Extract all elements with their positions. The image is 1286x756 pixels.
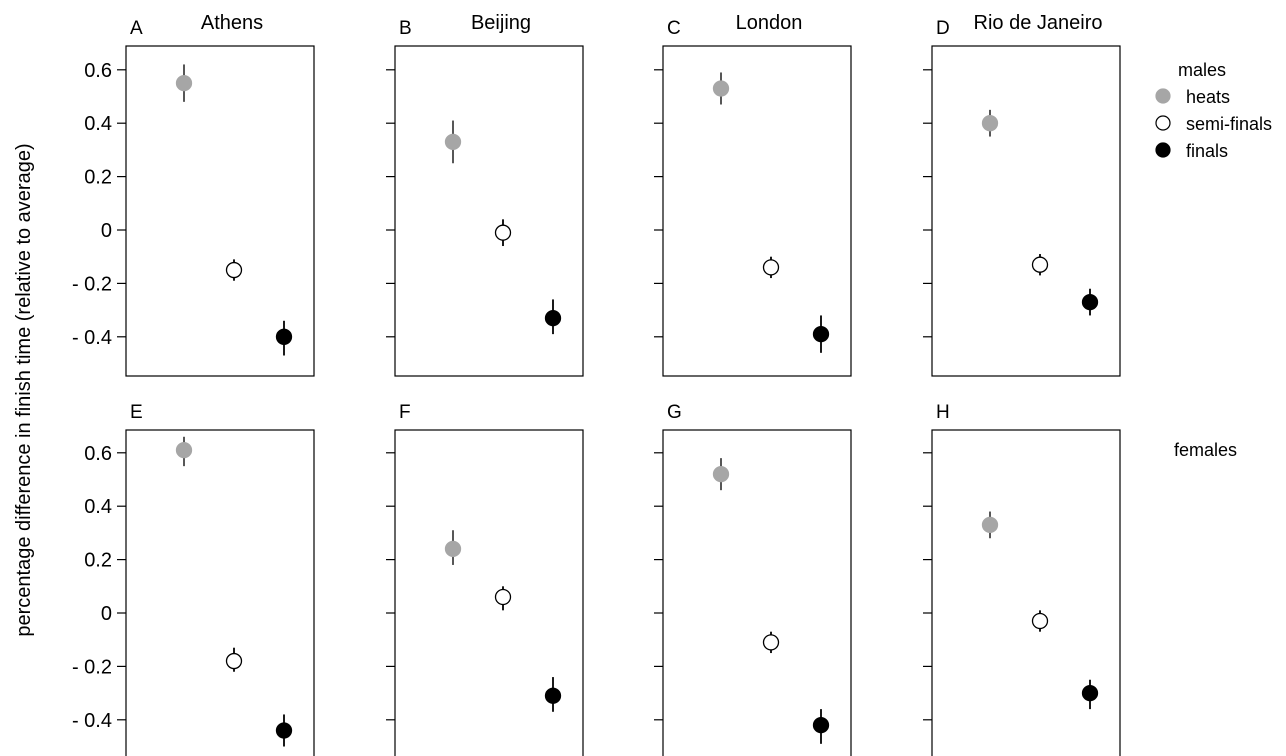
y-axis-label: percentage difference in finish time (re… (13, 143, 35, 636)
heats-point (981, 516, 999, 534)
panel-letter: E (130, 402, 143, 423)
finals-legend-marker (1155, 142, 1171, 158)
y-tick-label: 0.2 (84, 167, 112, 189)
y-tick-label: 0 (101, 220, 112, 242)
finals-point (275, 722, 293, 739)
panels: 0.6 0.4 0.2 0 - 0.2 - 0.4 A Athens B Beijing C Lond… (72, 12, 1121, 756)
panel-title: Rio de Janeiro (974, 12, 1103, 34)
semi-finals-point (762, 259, 780, 276)
y-tick-label: 0.2 (84, 550, 112, 572)
finals-point (1081, 293, 1099, 311)
legend: males heats semi-finals finals females (1155, 60, 1272, 460)
panel-frame (125, 45, 315, 377)
finals-point (544, 687, 562, 704)
y-tick-label: 0.4 (84, 113, 112, 135)
heats-point (444, 540, 462, 558)
semi-finals-point (225, 261, 243, 279)
y-tick-label: 0.6 (84, 443, 112, 465)
panel-letter: D (936, 18, 950, 39)
y-tick-label: 0.4 (84, 496, 112, 518)
panel-letter: C (667, 18, 681, 39)
y-tick-label: 0 (101, 603, 112, 625)
row-label-females: females (1174, 440, 1237, 460)
y-tick-label: - 0.4 (72, 710, 112, 732)
y-tick-label: - 0.4 (72, 327, 112, 349)
panel-frame (931, 429, 1121, 756)
panel-letter: G (667, 402, 682, 423)
y-tick-label: 0.6 (84, 60, 112, 82)
panel-frame (931, 45, 1121, 377)
heats-point (981, 115, 999, 132)
semi-finals-point (494, 224, 512, 241)
panel-g: G (654, 402, 852, 756)
panel-frame (394, 45, 584, 377)
semi-finals-legend-marker (1155, 115, 1171, 131)
heats-point (175, 75, 193, 92)
finals-point (1081, 684, 1099, 702)
y-tick-label: - 0.2 (72, 273, 112, 295)
finals-point (812, 716, 830, 734)
panel-frame (125, 429, 315, 756)
semi-finals-point (225, 652, 243, 670)
panel-title: Athens (201, 12, 263, 34)
semi-finals-point (1031, 612, 1049, 630)
panel-h: H (923, 402, 1121, 756)
finals-legend-label: finals (1186, 141, 1228, 161)
panel-frame (662, 45, 852, 377)
semi-finals-point (762, 634, 780, 651)
panel-b: B Beijing (386, 12, 584, 377)
panel-letter: A (130, 18, 143, 39)
panel-f: F (386, 402, 584, 756)
semi-finals-point (1031, 256, 1049, 273)
y-tick-label: - 0.2 (72, 656, 112, 678)
heats-point (712, 80, 730, 97)
semi-finals-legend-label: semi-finals (1186, 114, 1272, 134)
panel-letter: B (399, 18, 412, 39)
panel-a: 0.6 0.4 0.2 0 - 0.2 - 0.4 A Athens (72, 12, 315, 377)
heats-legend-label: heats (1186, 87, 1230, 107)
panel-letter: F (399, 402, 411, 423)
panel-title: Beijing (471, 12, 531, 34)
panel-frame (394, 429, 584, 756)
finals-point (275, 328, 293, 345)
legend-title: males (1178, 60, 1226, 80)
heats-legend-marker (1155, 88, 1171, 104)
panel-d: D Rio de Janeiro (923, 12, 1121, 377)
finals-point (544, 309, 562, 327)
panel-e: 0.6 0.4 0.2 0 - 0.2 - 0.4 E (72, 402, 315, 756)
panel-letter: H (936, 402, 950, 423)
finals-point (812, 325, 830, 343)
semi-finals-point (494, 588, 512, 606)
heats-point (712, 466, 730, 483)
panel-title: London (736, 12, 803, 34)
panel-c: C London (654, 12, 852, 377)
panel-frame (662, 429, 852, 756)
heats-point (175, 441, 193, 459)
heats-point (444, 133, 462, 151)
